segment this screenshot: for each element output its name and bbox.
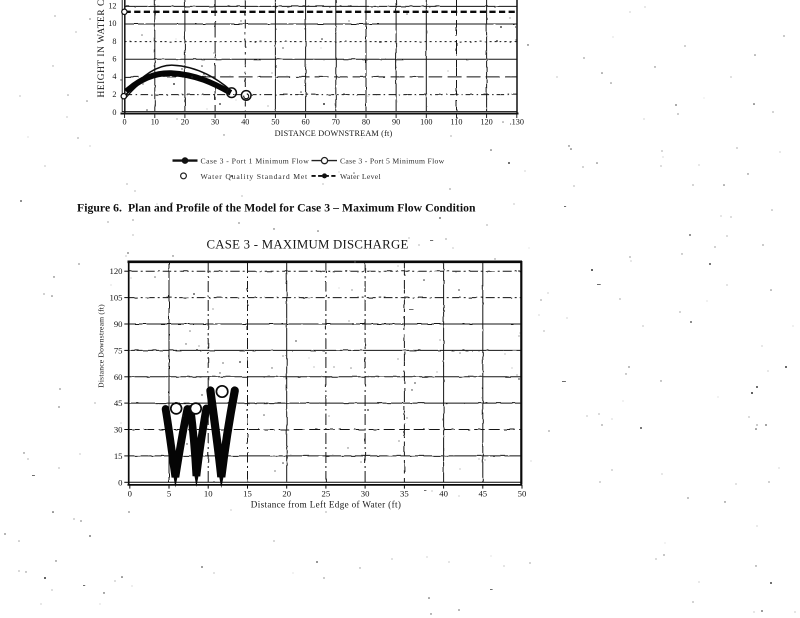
- svg-text:120: 120: [109, 266, 123, 276]
- svg-text:30: 30: [114, 425, 123, 435]
- svg-text:45: 45: [478, 489, 487, 499]
- svg-text:Distance Downstream (ft): Distance Downstream (ft): [97, 304, 106, 388]
- svg-text:.130: .130: [510, 117, 524, 126]
- svg-text:110: 110: [451, 117, 463, 126]
- svg-text:Case 3 - Port 5 Minimum Flow: Case 3 - Port 5 Minimum Flow: [340, 157, 445, 166]
- svg-text:15: 15: [243, 489, 252, 499]
- svg-text:90: 90: [114, 319, 123, 329]
- svg-text:50: 50: [271, 117, 279, 126]
- svg-text:35: 35: [400, 489, 409, 499]
- svg-text:Water Quality Standard Met: Water Quality Standard Met: [201, 172, 309, 181]
- svg-text:4: 4: [112, 72, 116, 81]
- svg-text:10: 10: [108, 19, 116, 28]
- svg-text:10: 10: [151, 117, 159, 126]
- svg-text:0: 0: [123, 117, 127, 126]
- svg-text:105: 105: [109, 293, 122, 303]
- svg-text:2: 2: [112, 90, 116, 99]
- svg-text:80: 80: [362, 117, 370, 126]
- svg-text:120: 120: [480, 117, 492, 126]
- svg-text:DISTANCE DOWNSTREAM (ft): DISTANCE DOWNSTREAM (ft): [275, 129, 393, 138]
- svg-text:15: 15: [114, 451, 123, 461]
- svg-text:Case 3 - Port 1 Minimum Flow: Case 3 - Port 1 Minimum Flow: [201, 157, 310, 166]
- svg-text:20: 20: [282, 489, 291, 499]
- svg-text:HEIGHT IN WATER COLUMN (ft): HEIGHT IN WATER COLUMN (ft): [96, 0, 107, 98]
- svg-text:8: 8: [112, 37, 116, 46]
- svg-text:Water Level: Water Level: [340, 172, 381, 181]
- svg-text:40: 40: [439, 489, 448, 499]
- svg-text:CASE 3 - MAXIMUM DISCHARGE: CASE 3 - MAXIMUM DISCHARGE: [207, 238, 409, 252]
- svg-text:0: 0: [118, 477, 123, 487]
- svg-text:0: 0: [128, 489, 133, 499]
- svg-text:40: 40: [241, 117, 249, 126]
- svg-text:100: 100: [420, 117, 432, 126]
- svg-text:30: 30: [361, 489, 370, 499]
- svg-text:90: 90: [392, 117, 400, 126]
- svg-text:60: 60: [302, 117, 310, 126]
- svg-text:5: 5: [167, 489, 171, 499]
- svg-text:6: 6: [112, 55, 116, 64]
- svg-text:Figure 6. Plan and Profile of: Figure 6. Plan and Profile of the Model …: [77, 202, 476, 215]
- svg-text:12: 12: [108, 2, 116, 11]
- svg-text:30: 30: [211, 117, 219, 126]
- svg-text:60: 60: [114, 372, 123, 382]
- svg-text:10: 10: [204, 489, 213, 499]
- svg-text:50: 50: [518, 489, 527, 499]
- svg-text:Distance from Left Edge of Wat: Distance from Left Edge of Water (ft): [251, 500, 401, 510]
- svg-text:45: 45: [114, 398, 123, 408]
- svg-text:20: 20: [181, 117, 189, 126]
- svg-text:70: 70: [332, 117, 340, 126]
- svg-text:75: 75: [114, 345, 123, 355]
- svg-text:25: 25: [322, 489, 331, 499]
- svg-text:0: 0: [112, 108, 116, 117]
